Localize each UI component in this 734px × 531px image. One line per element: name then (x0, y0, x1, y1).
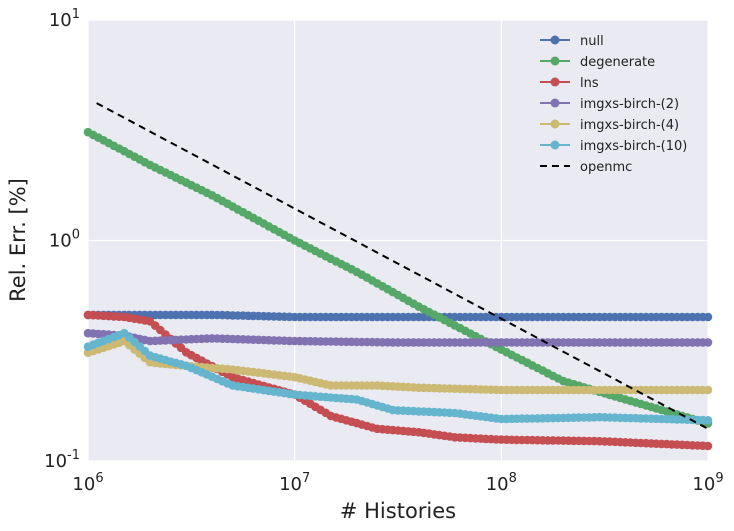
legend-label: openmc (580, 160, 632, 175)
legend-swatch-marker (550, 119, 560, 129)
y-tick-label: 10-1 (44, 448, 80, 472)
series-openmc (96, 102, 709, 430)
x-tick-label: 106 (72, 471, 103, 495)
y-tick-label: 100 (49, 228, 80, 252)
x-tick-label: 107 (279, 471, 310, 495)
y-tick-label: 101 (49, 7, 80, 31)
legend-label: imgxs-birch-(4) (580, 118, 679, 133)
series-imgxs-birch-2 (83, 328, 713, 347)
legend-item-openmc: openmc (540, 160, 632, 175)
data-point (703, 312, 713, 322)
legend: null degenerate lns imgxs-birch-(2) imgxs-bi… (540, 34, 687, 175)
legend-label: degenerate (580, 55, 655, 70)
data-point (703, 338, 713, 347)
legend-label: null (580, 34, 604, 49)
series-imgxs-birch-10 (83, 328, 713, 425)
data-point (703, 441, 713, 451)
legend-item-imgxs-birch-2: imgxs-birch-(2) (540, 97, 679, 112)
data-point (703, 385, 713, 395)
legend-item-imgxs-birch-10: imgxs-birch-(10) (540, 139, 687, 154)
legend-item-null: null (540, 34, 604, 49)
legend-swatch-marker (550, 35, 560, 45)
legend-label: lns (580, 76, 599, 91)
x-axis-label: # Histories (340, 499, 456, 523)
legend-swatch-marker (550, 77, 560, 87)
legend-item-degenerate: degenerate (540, 55, 655, 70)
series-line (96, 102, 709, 430)
legend-label: imgxs-birch-(2) (580, 97, 679, 112)
legend-item-lns: lns (540, 76, 599, 91)
y-axis-label: Rel. Err. [%] (6, 178, 30, 302)
x-tick-labels: 106 107 108 109 (72, 471, 723, 495)
legend-item-imgxs-birch-4: imgxs-birch-(4) (540, 118, 679, 133)
y-tick-labels: 10-1 100 101 (44, 7, 80, 472)
legend-label: imgxs-birch-(10) (580, 139, 687, 154)
series-layer (83, 102, 713, 451)
legend-swatch-marker (550, 140, 560, 150)
data-point (703, 416, 713, 425)
x-tick-label: 108 (486, 471, 517, 495)
legend-swatch-marker (550, 56, 560, 66)
legend-swatch-marker (550, 98, 560, 108)
x-tick-label: 109 (692, 471, 723, 495)
